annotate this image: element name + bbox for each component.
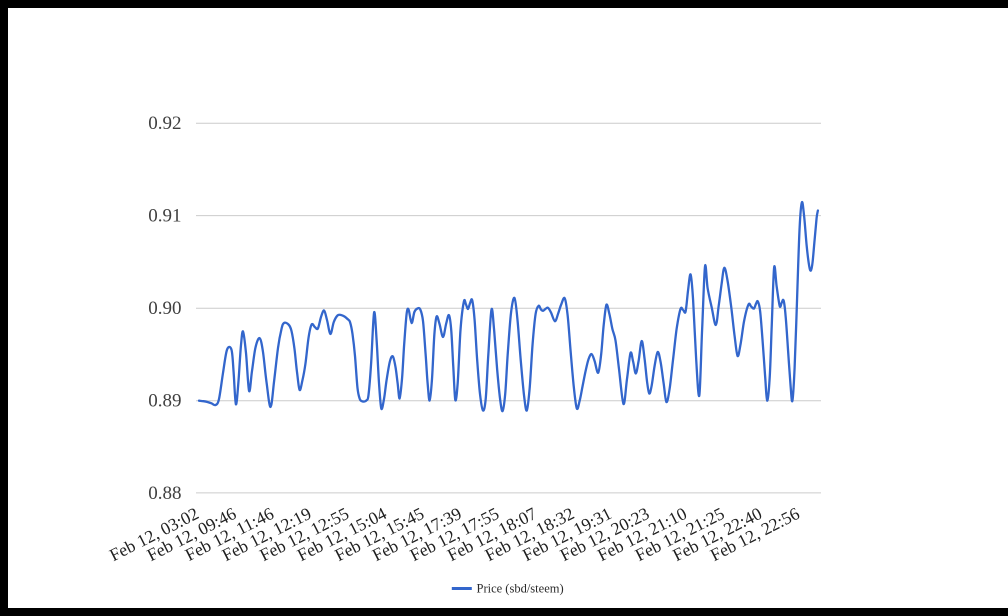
- svg-text:0.91: 0.91: [148, 206, 181, 227]
- svg-text:0.89: 0.89: [148, 391, 181, 412]
- svg-text:0.92: 0.92: [148, 113, 181, 134]
- svg-text:0.90: 0.90: [148, 298, 181, 319]
- svg-text:0.88: 0.88: [148, 483, 181, 504]
- svg-text:Price (sbd/steem): Price (sbd/steem): [477, 582, 564, 596]
